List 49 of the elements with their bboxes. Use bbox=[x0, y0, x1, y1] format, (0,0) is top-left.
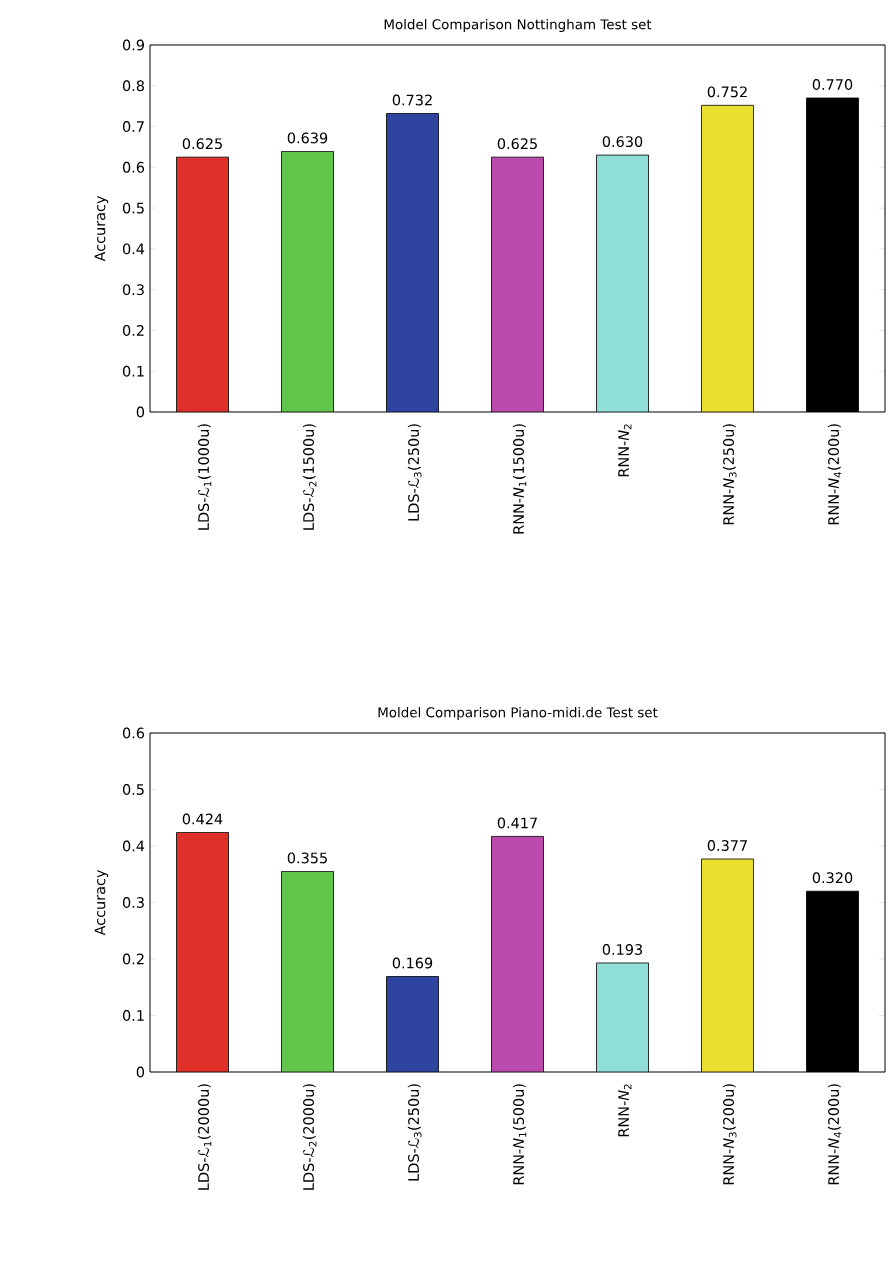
y-tick-label: 0.7 bbox=[122, 121, 144, 133]
y-tick-label: 0.3 bbox=[122, 897, 144, 908]
y-tick-label: 0 bbox=[136, 1066, 145, 1078]
x-tick-label: RNN-N$_{1}$(1500u) bbox=[512, 424, 527, 534]
y-tick-label: 0.9 bbox=[122, 39, 144, 51]
x-tick-label: RNN-N$_{2}$ bbox=[618, 1084, 632, 1137]
data-label: 0.377 bbox=[707, 840, 747, 851]
x-tick-label: LDS-ℒ$_{1}$(1000u) bbox=[197, 424, 212, 530]
data-label: 0.639 bbox=[287, 132, 328, 144]
data-label: 0.630 bbox=[602, 136, 643, 148]
data-label: 0.355 bbox=[287, 852, 327, 864]
data-label: 0.625 bbox=[497, 138, 537, 150]
x-tick-label: RNN-N$_{3}$(250u) bbox=[722, 424, 737, 525]
x-tick-label: RNN-N$_{2}$ bbox=[618, 424, 632, 477]
y-tick-label: 0.3 bbox=[122, 284, 144, 296]
x-tick-label: LDS-ℒ$_{2}$(1500u) bbox=[302, 424, 317, 530]
chart-title: Moldel Comparison Nottingham Test set bbox=[384, 18, 652, 32]
y-tick-label: 0.6 bbox=[122, 161, 145, 173]
x-tick-label: RNN-N$_{4}$(200u) bbox=[827, 1084, 842, 1185]
y-tick-label: 0.2 bbox=[122, 324, 144, 336]
data-label: 0.424 bbox=[182, 813, 223, 825]
data-label: 0.752 bbox=[707, 86, 747, 98]
data-label: 0.625 bbox=[182, 138, 222, 150]
data-label: 0.320 bbox=[812, 872, 853, 884]
y-tick-label: 0.2 bbox=[122, 953, 144, 965]
y-tick-label: 0.8 bbox=[122, 80, 144, 92]
y-tick-label: 0 bbox=[136, 406, 145, 418]
y-axis-title: Accuracy bbox=[94, 195, 109, 262]
y-tick-label: 0.5 bbox=[122, 784, 144, 795]
x-tick-label: LDS-ℒ$_{3}$(250u) bbox=[407, 424, 422, 521]
y-tick-label: 0.1 bbox=[122, 365, 144, 377]
data-label: 0.169 bbox=[392, 957, 433, 969]
data-label: 0.193 bbox=[602, 944, 643, 955]
data-label: 0.770 bbox=[812, 79, 853, 90]
x-tick-label: LDS-ℒ$_{1}$(2000u) bbox=[197, 1084, 212, 1190]
y-tick-label: 0.4 bbox=[122, 840, 145, 852]
data-label: 0.417 bbox=[497, 817, 537, 829]
x-tick-label: RNN-N$_{1}$(500u) bbox=[512, 1084, 527, 1185]
y-tick-label: 0.4 bbox=[122, 243, 145, 255]
x-tick-label: LDS-ℒ$_{3}$(250u) bbox=[407, 1084, 422, 1181]
x-tick-label: LDS-ℒ$_{2}$(2000u) bbox=[302, 1084, 317, 1190]
x-tick-label: RNN-N$_{4}$(200u) bbox=[827, 424, 842, 525]
x-tick-label: RNN-N$_{3}$(200u) bbox=[722, 1084, 737, 1185]
y-tick-label: 0.1 bbox=[122, 1010, 144, 1021]
chart-title: Moldel Comparison Piano-midi.de Test set bbox=[378, 706, 658, 721]
y-axis-title: Accuracy bbox=[94, 869, 109, 936]
data-label: 0.732 bbox=[392, 94, 432, 106]
y-tick-label: 0.6 bbox=[122, 727, 145, 739]
y-tick-label: 0.5 bbox=[122, 202, 144, 214]
